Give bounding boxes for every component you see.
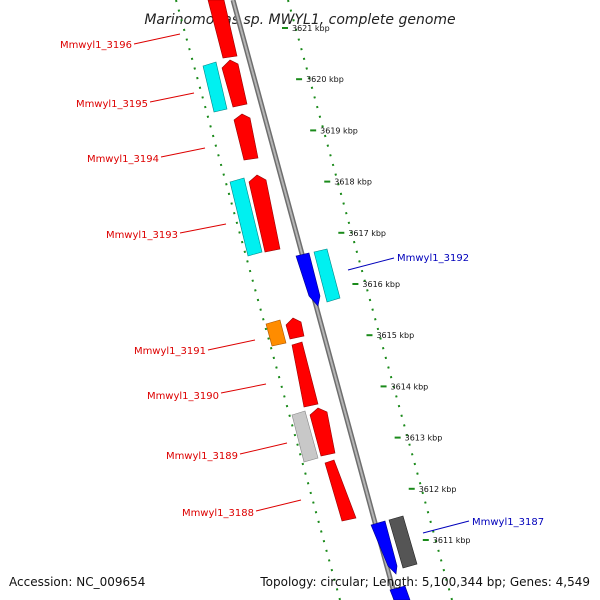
gene-mmwyl1-3195[interactable] <box>221 59 248 108</box>
label-mmwyl1-3191[interactable]: Mmwyl1_3191 <box>134 346 206 357</box>
tick-label: 3612 kbp <box>419 485 457 494</box>
tick-label: 3617 kbp <box>348 229 386 238</box>
tick-row-1 <box>175 0 341 600</box>
tick-label: 3619 kbp <box>320 126 358 135</box>
label-mmwyl1-3193[interactable]: Mmwyl1_3193 <box>106 230 178 241</box>
gene-blue-bottom[interactable] <box>389 585 411 600</box>
tick-label: 3614 kbp <box>391 382 429 391</box>
tick-label: 3611 kbp <box>433 536 471 545</box>
gene-labels: Mmwyl1_3196 Mmwyl1_3195 Mmwyl1_3194 Mmwy… <box>60 33 544 534</box>
gene-cyan-3192[interactable] <box>313 248 341 303</box>
tick-row-2 <box>287 0 453 600</box>
tick-label: 3615 kbp <box>376 331 414 340</box>
gene-grey-3189[interactable] <box>291 410 319 463</box>
tick-label: 3616 kbp <box>362 280 400 289</box>
label-mmwyl1-3192[interactable]: Mmwyl1_3192 <box>397 253 469 264</box>
tick-label: 3613 kbp <box>405 434 443 443</box>
label-mmwyl1-3195[interactable]: Mmwyl1_3195 <box>76 99 148 110</box>
gene-mmwyl1-3194[interactable] <box>233 113 259 161</box>
gene-mmwyl1-3196[interactable] <box>207 0 238 59</box>
features <box>202 0 418 600</box>
gene-mmwyl1-3191[interactable] <box>285 317 305 340</box>
label-mmwyl1-3188[interactable]: Mmwyl1_3188 <box>182 508 254 519</box>
gene-mmwyl1-3190[interactable] <box>291 341 319 408</box>
label-mmwyl1-3189[interactable]: Mmwyl1_3189 <box>166 451 238 462</box>
gene-darkgrey-3187[interactable] <box>388 515 418 569</box>
gene-mmwyl1-3189[interactable] <box>309 407 336 457</box>
gene-mmwyl1-3187[interactable] <box>370 520 398 575</box>
gene-mmwyl1-3188[interactable] <box>324 459 357 522</box>
gene-cyan-3195[interactable] <box>202 61 228 113</box>
genome-summary: Topology: circular; Length: 5,100,344 bp… <box>259 575 590 589</box>
tick-label: 3621 kbp <box>292 24 330 33</box>
gene-orange-3191[interactable] <box>265 319 287 347</box>
label-mmwyl1-3190[interactable]: Mmwyl1_3190 <box>147 391 219 402</box>
gene-mmwyl1-3192[interactable] <box>295 252 321 307</box>
label-mmwyl1-3196[interactable]: Mmwyl1_3196 <box>60 40 132 51</box>
label-mmwyl1-3187[interactable]: Mmwyl1_3187 <box>472 517 544 528</box>
tick-lines <box>175 0 453 600</box>
gene-cyan-3193[interactable] <box>229 177 263 257</box>
gene-mmwyl1-3193[interactable] <box>248 174 281 253</box>
tick-label: 3620 kbp <box>306 75 344 84</box>
label-mmwyl1-3194[interactable]: Mmwyl1_3194 <box>87 154 159 165</box>
accession-text: Accession: NC_009654 <box>9 575 145 589</box>
tick-labels: 3621 kbp 3620 kbp 3619 kbp 3618 kbp 3617 kbp… <box>292 24 471 545</box>
tick-label: 3618 kbp <box>334 178 372 187</box>
